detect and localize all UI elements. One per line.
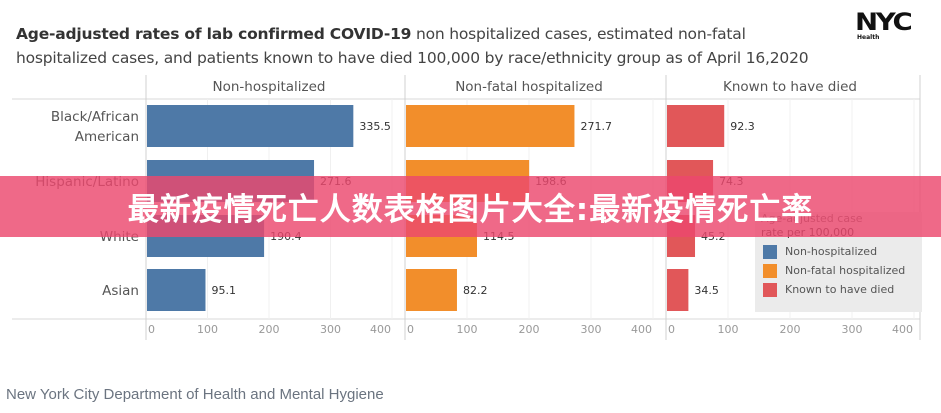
bar [147, 105, 354, 147]
legend-swatch [763, 282, 777, 297]
x-tick-label: 200 [519, 323, 540, 336]
x-tick-label: 200 [259, 323, 280, 336]
x-tick-label: 100 [718, 323, 739, 336]
bar-value-label: 95.1 [211, 284, 236, 297]
panel-header: Known to have died [723, 79, 857, 95]
bar-value-label: 92.3 [730, 120, 755, 133]
legend-label: Non-fatal hospitalized [785, 264, 906, 277]
chart-title-bold: Age-adjusted rates of lab confirmed COVI… [16, 25, 412, 43]
chart-title-rest: non hospitalized cases, estimated non-fa… [16, 25, 809, 67]
x-tick-label: 400 [631, 323, 652, 336]
legend-label: Known to have died [785, 283, 895, 296]
panel-header: Non-hospitalized [213, 79, 326, 95]
category-label: Asian [102, 283, 139, 299]
x-tick-label: 0 [148, 323, 155, 336]
bar [406, 105, 575, 147]
bar [667, 269, 689, 311]
x-tick-label: 300 [842, 323, 863, 336]
x-tick-label: 400 [370, 323, 391, 336]
legend-item: Non-hospitalized [755, 242, 922, 261]
chart-title: Age-adjusted rates of lab confirmed COVI… [16, 22, 836, 70]
bar-value-label: 335.5 [359, 120, 391, 133]
legend-item: Non-fatal hospitalized [755, 261, 922, 280]
x-tick-label: 300 [320, 323, 341, 336]
x-tick-label: 400 [892, 323, 913, 336]
x-tick-label: 0 [668, 323, 675, 336]
legend-swatch [763, 244, 777, 259]
banner-text: 最新疫情死亡人数表格图片大全:最新疫情死亡率 [127, 192, 814, 228]
x-tick-label: 0 [407, 323, 414, 336]
bar [667, 105, 725, 147]
x-tick-label: 200 [780, 323, 801, 336]
bar-value-label: 82.2 [463, 284, 488, 297]
x-tick-label: 300 [581, 323, 602, 336]
panel-header: Non-fatal hospitalized [455, 79, 603, 95]
bar [406, 269, 457, 311]
bar [147, 269, 206, 311]
category-label: Black/African [51, 109, 139, 125]
nyc-health-logo: NYC Health [855, 10, 913, 46]
bar-value-label: 34.5 [694, 284, 719, 297]
overlay-banner: 最新疫情死亡人数表格图片大全:最新疫情死亡率 [0, 176, 941, 237]
x-tick-label: 100 [457, 323, 478, 336]
logo-subtext: Health [857, 34, 880, 41]
x-tick-label: 100 [197, 323, 218, 336]
source-footer: New York City Department of Health and M… [6, 386, 384, 403]
category-label: American [75, 129, 139, 145]
logo-text: NYC [855, 8, 913, 36]
legend-swatch [763, 263, 777, 278]
legend-label: Non-hospitalized [785, 245, 878, 258]
legend-item: Known to have died [755, 280, 922, 299]
bar-value-label: 271.7 [580, 120, 612, 133]
